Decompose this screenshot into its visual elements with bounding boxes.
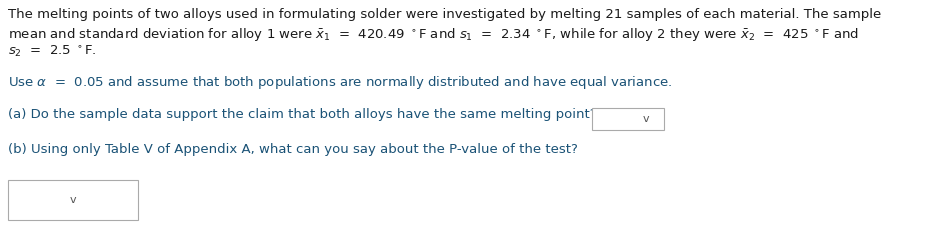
Text: v: v [643,114,649,124]
Text: Use $\alpha$  =  0.05 and assume that both populations are normally distributed : Use $\alpha$ = 0.05 and assume that both… [8,74,672,91]
Text: v: v [69,195,76,205]
Text: (b) Using only Table V of Appendix A, what can you say about the P-value of the : (b) Using only Table V of Appendix A, wh… [8,143,578,156]
Bar [8,180,138,220]
Text: (a) Do the sample data support the claim that both alloys have the same melting : (a) Do the sample data support the claim… [8,108,596,121]
Text: The melting points of two alloys used in formulating solder were investigated by: The melting points of two alloys used in… [8,8,882,21]
Bar [592,108,664,130]
Text: $s_2$  =  2.5 $^\circ$F.: $s_2$ = 2.5 $^\circ$F. [8,44,96,59]
Text: mean and standard deviation for alloy 1 were $\bar{x}_1$  =  420.49 $^\circ$F an: mean and standard deviation for alloy 1 … [8,26,859,43]
